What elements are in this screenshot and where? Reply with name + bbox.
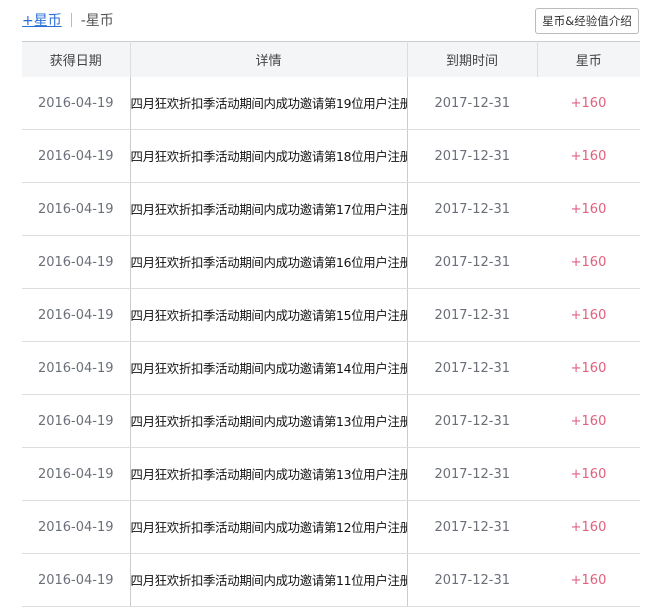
row: 2016-04-19 四月狂欢折扣季活动期间内成功邀请第19位用户注册 2017-1… xyxy=(22,77,640,130)
row: 2016-04-19 四月狂欢折扣季活动期间内成功邀请第12位用户注册 2017-1… xyxy=(22,500,640,554)
date-cell: 2016-04-19 xyxy=(22,553,130,607)
detail-cell: 四月狂欢折扣季活动期间内成功邀请第15位用户注册 xyxy=(129,288,408,342)
coin-cell: +160 xyxy=(537,235,640,289)
coin-cell: +160 xyxy=(537,129,640,183)
detail-cell: 四月狂欢折扣季活动期间内成功邀请第14位用户注册 xyxy=(129,341,408,395)
expiry-cell: 2017-12-31 xyxy=(407,182,537,236)
header-row: 获得日期 详情 到期时间 星币 xyxy=(22,41,640,77)
row: 2016-04-19 四月狂欢折扣季活动期间内成功邀请第17位用户注册 2017-1… xyxy=(22,182,640,236)
header-cell: 获得日期 xyxy=(22,41,130,77)
expiry-cell: 2017-12-31 xyxy=(407,553,537,607)
detail-cell: 四月狂欢折扣季活动期间内成功邀请第12位用户注册 xyxy=(129,500,408,554)
detail-cell: 四月狂欢折扣季活动期间内成功邀请第16位用户注册 xyxy=(129,235,408,289)
tab[interactable]: -星币 xyxy=(80,13,114,29)
header-cell: 详情 xyxy=(129,41,407,77)
coin-cell: +160 xyxy=(537,182,640,236)
detail-cell: 四月狂欢折扣季活动期间内成功邀请第18位用户注册 xyxy=(129,129,408,183)
row: 2016-04-19 四月狂欢折扣季活动期间内成功邀请第16位用户注册 2017-1… xyxy=(22,235,640,289)
detail-cell: 四月狂欢折扣季活动期间内成功邀请第19位用户注册 xyxy=(129,77,408,130)
date-cell: 2016-04-19 xyxy=(22,77,130,130)
date-cell: 2016-04-19 xyxy=(22,288,130,342)
tabs: +星币 -星币 xyxy=(22,10,114,30)
coin-cell: +160 xyxy=(537,500,640,554)
table-body: 2016-04-19 四月狂欢折扣季活动期间内成功邀请第19位用户注册 2017-1… xyxy=(22,77,640,607)
row: 2016-04-19 四月狂欢折扣季活动期间内成功邀请第18位用户注册 2017-1… xyxy=(22,129,640,183)
coin-cell: +160 xyxy=(537,77,640,130)
row: 2016-04-19 四月狂欢折扣季活动期间内成功邀请第13位用户注册 2017-1… xyxy=(22,394,640,448)
header-cell: 星币 xyxy=(536,41,640,77)
separator xyxy=(70,13,72,27)
detail-cell: 四月狂欢折扣季活动期间内成功邀请第13位用户注册 xyxy=(129,447,408,501)
date-cell: 2016-04-19 xyxy=(22,129,130,183)
expiry-cell: 2017-12-31 xyxy=(407,288,537,342)
header-cell: 到期时间 xyxy=(406,41,537,77)
date-cell: 2016-04-19 xyxy=(22,235,130,289)
detail-cell: 四月狂欢折扣季活动期间内成功邀请第11位用户注册 xyxy=(129,553,408,607)
expiry-cell: 2017-12-31 xyxy=(407,500,537,554)
coin-cell: +160 xyxy=(537,394,640,448)
coin-cell: +160 xyxy=(537,553,640,607)
row: 2016-04-19 四月狂欢折扣季活动期间内成功邀请第13位用户注册 2017-1… xyxy=(22,447,640,501)
expiry-cell: 2017-12-31 xyxy=(407,129,537,183)
tab[interactable]: +星币 xyxy=(22,13,62,29)
row: 2016-04-19 四月狂欢折扣季活动期间内成功邀请第11位用户注册 2017-1… xyxy=(22,553,640,607)
date-cell: 2016-04-19 xyxy=(22,447,130,501)
intro-button[interactable]: 星币&经验值介绍 xyxy=(535,8,639,34)
coin-cell: +160 xyxy=(537,341,640,395)
coin-cell: +160 xyxy=(537,447,640,501)
coin-cell: +160 xyxy=(537,288,640,342)
detail-cell: 四月狂欢折扣季活动期间内成功邀请第13位用户注册 xyxy=(129,394,408,448)
date-cell: 2016-04-19 xyxy=(22,394,130,448)
detail-cell: 四月狂欢折扣季活动期间内成功邀请第17位用户注册 xyxy=(129,182,408,236)
expiry-cell: 2017-12-31 xyxy=(407,447,537,501)
expiry-cell: 2017-12-31 xyxy=(407,394,537,448)
table-head: 获得日期 详情 到期时间 星币 xyxy=(22,41,640,77)
date-cell: 2016-04-19 xyxy=(22,182,130,236)
row: 2016-04-19 四月狂欢折扣季活动期间内成功邀请第15位用户注册 2017-1… xyxy=(22,288,640,342)
records-table: 获得日期 详情 到期时间 星币 2016-04-19 四月狂欢折扣季活动期间内成功邀请第… xyxy=(22,41,640,607)
expiry-cell: 2017-12-31 xyxy=(407,77,537,130)
row: 2016-04-19 四月狂欢折扣季活动期间内成功邀请第14位用户注册 2017-1… xyxy=(22,341,640,395)
expiry-cell: 2017-12-31 xyxy=(407,341,537,395)
expiry-cell: 2017-12-31 xyxy=(407,235,537,289)
date-cell: 2016-04-19 xyxy=(22,500,130,554)
date-cell: 2016-04-19 xyxy=(22,341,130,395)
